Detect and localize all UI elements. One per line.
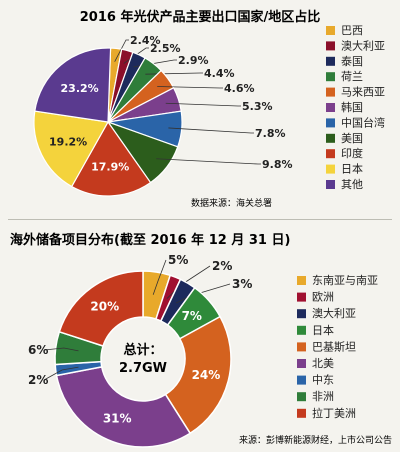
donut-leader-line-8 [43, 347, 79, 352]
donut-data-label-1: 5% [168, 253, 188, 267]
donut-leader-line-1 [152, 259, 167, 295]
donut-legend-label-4: 日本 [312, 323, 334, 337]
donut-leader-line-7 [43, 366, 79, 381]
pie-data-label-10: 19.2% [49, 136, 87, 149]
pie-leader-line-5 [157, 86, 223, 89]
donut-center-label: 总计： [123, 342, 162, 358]
pie-data-label-1: 2.4% [130, 34, 161, 47]
pie-legend-label-9: 印度 [341, 146, 363, 160]
pie-data-label-8: 9.8% [262, 158, 293, 171]
pie-slice-10 [33, 110, 109, 188]
pie-data-label-3: 2.9% [178, 54, 209, 67]
pie-legend-swatch-9 [326, 149, 335, 159]
pie-data-label-4: 4.4% [204, 67, 235, 80]
pie-legend-swatch-7 [326, 118, 335, 128]
pie-data-label-9: 17.9% [91, 160, 129, 173]
donut-data-label-6: 31% [103, 412, 132, 426]
donut-legend-swatch-3 [297, 309, 306, 319]
pie-legend-label-8: 美国 [341, 132, 363, 145]
donut-legend-swatch-2 [297, 292, 306, 302]
donut-legend-swatch-8 [297, 392, 306, 402]
donut-data-label-2: 2% [212, 259, 232, 273]
pie-chart-source: 数据来源：海关总署 [191, 197, 272, 209]
donut-legend-label-7: 中东 [312, 374, 334, 387]
pie-legend-label-4: 荷兰 [341, 70, 363, 83]
donut-legend-swatch-9 [297, 408, 306, 418]
pie-chart-export-share: 2.4%2.5%2.9%4.4% 4.6% 5.3% 7.8% 9.8% 17.9% 19.… [33, 34, 293, 197]
pie-legend-swatch-8 [326, 133, 335, 143]
pie-leader-line-6 [165, 102, 241, 107]
pie-legend-swatch-6 [326, 103, 335, 112]
donut-slice-5 [164, 315, 232, 435]
donut-legend-label-8: 非洲 [312, 390, 334, 403]
pie-slice-11 [34, 47, 112, 123]
donut-slice-6 [55, 365, 192, 448]
pie-leader-line-8 [156, 158, 261, 165]
pie-data-label-6: 5.3% [242, 100, 273, 113]
donut-data-label-9: 20% [90, 299, 119, 313]
donut-data-label-3: 3% [232, 277, 252, 291]
donut-legend-label-2: 欧洲 [312, 291, 334, 304]
donut-legend-swatch-1 [297, 276, 306, 285]
pie-legend-label-7: 中国台湾 [341, 115, 385, 129]
donut-chart-title: 海外储备项目分布(截至 2016 年 12 月 31 日) [10, 232, 290, 248]
pie-data-label-11: 23.2% [61, 82, 99, 95]
pie-legend-label-5: 马来西亚 [341, 86, 385, 99]
donut-legend-label-5: 巴基斯坦 [312, 339, 356, 353]
donut-data-label-8: 6% [28, 343, 48, 357]
donut-chart-reserve-projects: 5% 2%3%7%24%31%2%6%20% [28, 253, 252, 448]
pie-leader-line-1 [114, 39, 129, 62]
donut-data-label-4: 7% [182, 309, 202, 323]
pie-legend-label-6: 韩国 [341, 100, 363, 114]
donut-legend-label-3: 澳大利亚 [312, 306, 356, 320]
pie-data-label-5: 4.6% [224, 82, 255, 95]
pie-legend-label-1: 巴西 [341, 24, 363, 37]
pie-legend-label-2: 澳大利亚 [341, 38, 385, 52]
donut-legend-label-9: 拉丁美洲 [312, 406, 356, 420]
donut-slice-9 [58, 270, 144, 347]
pie-chart-title: 2016 年光伏产品主要出口国家/地区占比 [80, 9, 320, 25]
donut-legend-swatch-4 [297, 325, 306, 335]
pie-legend-swatch-1 [326, 26, 335, 35]
donut-center-value: 2.7GW [119, 361, 167, 376]
pie-legend-label-3: 泰国 [341, 54, 363, 68]
donut-legend-label-6: 北美 [312, 357, 334, 370]
pie-data-label-2: 2.5% [150, 42, 181, 55]
donut-legend-swatch-5 [297, 342, 306, 352]
pie-slice-9 [70, 120, 152, 197]
pie-legend-label-11: 其他 [341, 178, 363, 191]
donut-chart-source: 来源：彭博新能源财经，上市公司公告 [239, 434, 392, 446]
pie-legend-swatch-10 [326, 164, 335, 174]
pie-legend-swatch-11 [326, 180, 335, 189]
donut-legend-swatch-6 [297, 359, 306, 368]
pie-legend-label-10: 日本 [341, 162, 363, 176]
pie-legend-swatch-2 [326, 41, 335, 51]
pie-leader-line-7 [168, 127, 254, 134]
donut-data-label-7: 2% [28, 373, 48, 387]
pie-legend-swatch-5 [326, 87, 335, 97]
donut-legend-label-1: 东南亚与南亚 [312, 274, 378, 287]
section-divider [8, 219, 392, 220]
donut-legend-swatch-7 [297, 375, 306, 385]
pie-legend-swatch-3 [326, 56, 335, 66]
pie-data-label-7: 7.8% [255, 127, 286, 140]
donut-data-label-5: 24% [192, 368, 221, 382]
pie-legend-swatch-4 [326, 72, 335, 82]
